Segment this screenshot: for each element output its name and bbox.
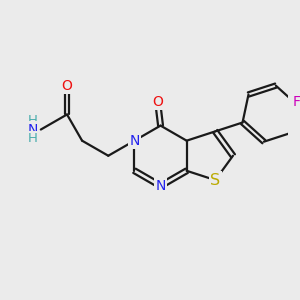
Text: O: O	[61, 79, 73, 93]
Text: F: F	[293, 95, 300, 110]
Text: N: N	[129, 134, 140, 148]
Text: O: O	[152, 95, 163, 109]
Text: N: N	[155, 179, 166, 193]
Text: N: N	[28, 122, 38, 136]
Text: S: S	[210, 172, 220, 188]
Text: H: H	[28, 114, 38, 127]
Text: H: H	[28, 132, 38, 145]
